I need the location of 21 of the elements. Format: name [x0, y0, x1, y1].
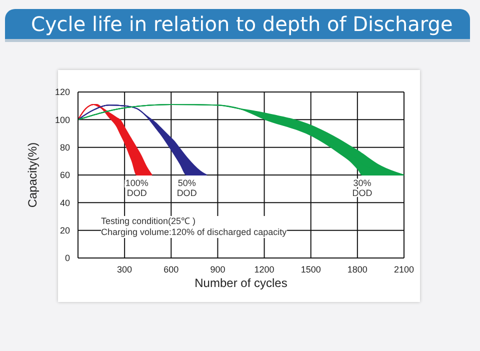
series-label: 50% DOD: [176, 178, 198, 198]
y-tick-label: 40: [60, 198, 70, 208]
y-tick-label: 0: [64, 253, 70, 264]
y-tick-label: 120: [54, 87, 70, 98]
y-axis-title: Capacity(%): [25, 142, 40, 208]
chart-title: Cycle life in relation to depth of Discharge: [5, 9, 470, 42]
x-tick-label: 1500: [300, 264, 321, 274]
x-tick-label: 2100: [394, 264, 414, 274]
y-tick-label: 60: [60, 170, 70, 180]
y-tick-label: 20: [60, 226, 70, 236]
y-tick-label: 100: [54, 114, 70, 125]
y-tick-label: 80: [60, 142, 70, 153]
annotation: Charging volume:120% of discharged capacity: [101, 227, 287, 238]
x-tick-label: 1800: [347, 264, 368, 274]
series-label: 100% DOD: [125, 178, 148, 198]
x-tick-label: 1200: [254, 264, 274, 274]
x-tick-label: 600: [164, 264, 179, 274]
annotation: Testing condition(25℃ ): [101, 216, 197, 227]
x-tick-label: 300: [117, 264, 132, 274]
x-axis-title: Number of cycles: [194, 276, 288, 290]
x-tick-label: 900: [210, 264, 226, 274]
